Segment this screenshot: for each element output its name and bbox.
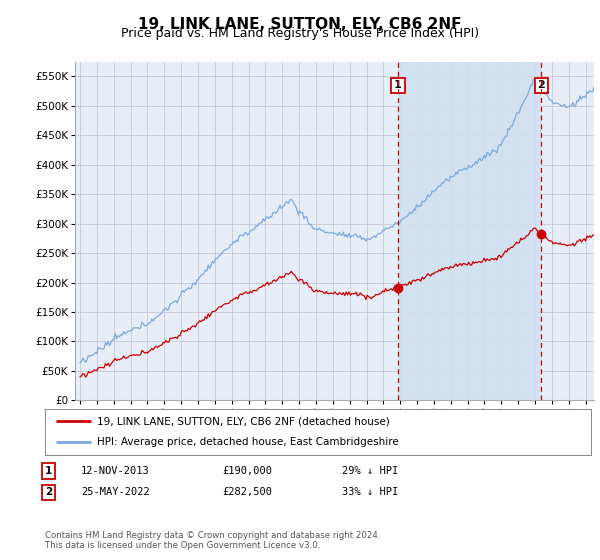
Text: Price paid vs. HM Land Registry's House Price Index (HPI): Price paid vs. HM Land Registry's House … (121, 27, 479, 40)
Text: 33% ↓ HPI: 33% ↓ HPI (342, 487, 398, 497)
Text: 12-NOV-2013: 12-NOV-2013 (81, 466, 150, 476)
Bar (398, 62, 541, 400)
Text: 2: 2 (45, 487, 52, 497)
Text: 25-MAY-2022: 25-MAY-2022 (81, 487, 150, 497)
Text: Contains HM Land Registry data © Crown copyright and database right 2024.
This d: Contains HM Land Registry data © Crown c… (45, 531, 380, 550)
Text: 29% ↓ HPI: 29% ↓ HPI (342, 466, 398, 476)
Text: 19, LINK LANE, SUTTON, ELY, CB6 2NF (detached house): 19, LINK LANE, SUTTON, ELY, CB6 2NF (det… (97, 416, 389, 426)
Text: 1: 1 (45, 466, 52, 476)
Text: £190,000: £190,000 (222, 466, 272, 476)
Text: HPI: Average price, detached house, East Cambridgeshire: HPI: Average price, detached house, East… (97, 437, 398, 447)
Text: 19, LINK LANE, SUTTON, ELY, CB6 2NF: 19, LINK LANE, SUTTON, ELY, CB6 2NF (138, 17, 462, 32)
Text: 1: 1 (394, 80, 402, 90)
Text: £282,500: £282,500 (222, 487, 272, 497)
Text: 2: 2 (538, 80, 545, 90)
